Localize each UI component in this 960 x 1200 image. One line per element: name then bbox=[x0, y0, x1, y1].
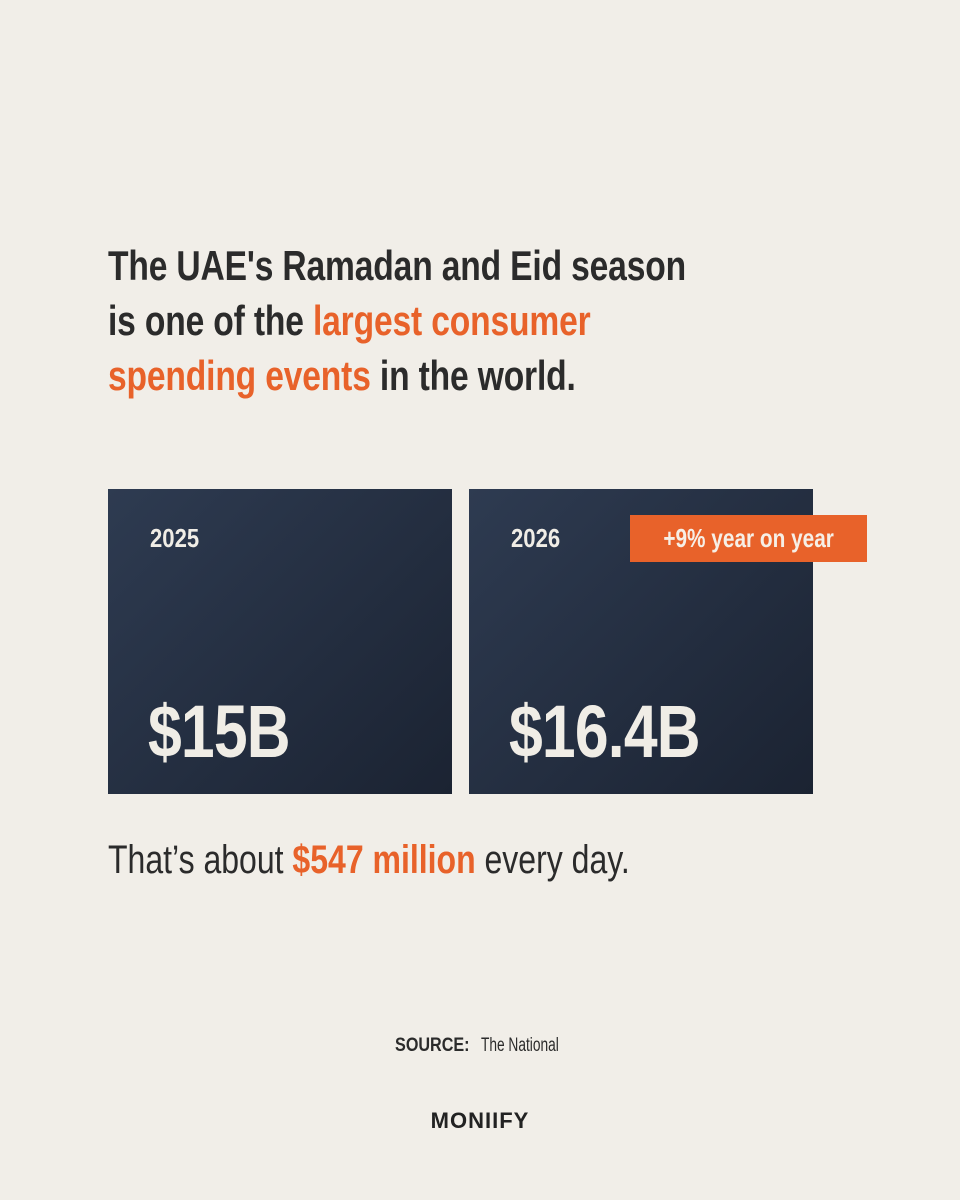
growth-badge: +9% year on year bbox=[630, 515, 867, 562]
headline-line: is one of the largest consumer bbox=[108, 293, 828, 348]
text-segment: spending events bbox=[108, 352, 371, 399]
card-year: 2026 bbox=[511, 523, 561, 553]
card-2025: 2025 $15B bbox=[108, 489, 452, 794]
source: SOURCE: The National bbox=[0, 1035, 960, 1057]
text-segment: is one of the bbox=[108, 297, 313, 344]
brand: MONIIFY bbox=[430, 1108, 530, 1133]
text-segment: $547 million bbox=[292, 838, 476, 882]
summary: That’s about $547 million every day. bbox=[108, 838, 630, 883]
text-segment: That’s about bbox=[108, 838, 293, 882]
headline-line: The UAE's Ramadan and Eid season bbox=[108, 238, 828, 293]
source-label: SOURCE: bbox=[394, 1035, 470, 1056]
text-segment: largest consumer bbox=[312, 297, 591, 344]
text-segment: in the world. bbox=[370, 352, 576, 399]
text-segment: every day. bbox=[475, 838, 630, 882]
card-amount: $16.4B bbox=[509, 690, 701, 773]
source-name: The National bbox=[480, 1035, 559, 1056]
badge-text: +9% year on year bbox=[663, 523, 834, 553]
card-year: 2025 bbox=[150, 523, 200, 553]
card-amount: $15B bbox=[148, 690, 291, 773]
text-segment: The UAE's Ramadan and Eid season bbox=[108, 242, 686, 289]
headline: The UAE's Ramadan and Eid season is one o… bbox=[108, 238, 960, 403]
headline-line: spending events in the world. bbox=[108, 348, 828, 403]
